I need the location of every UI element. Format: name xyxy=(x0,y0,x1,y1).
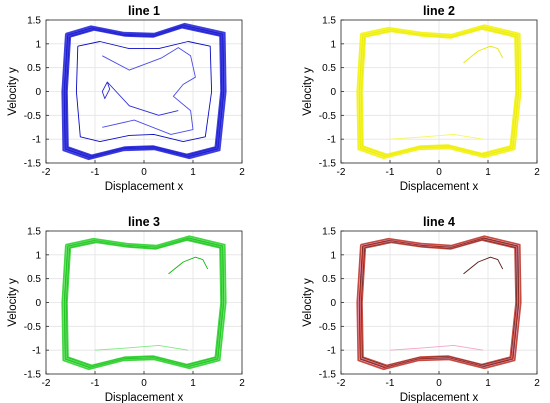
y-tick-label: 0 xyxy=(330,87,336,98)
subplot-4: -2 -1 0 1 2 1.5 1 0.5 0 -0.5 -1 -1.5 line 4 Displacem… xyxy=(302,215,540,403)
x-tick-label: -1 xyxy=(91,167,100,178)
y-tick-label: 0 xyxy=(35,87,41,98)
x-tick-label: 2 xyxy=(239,378,245,389)
x-tick-label: 1 xyxy=(190,167,196,178)
plot-area xyxy=(356,235,522,371)
plot-area xyxy=(356,24,522,160)
y-tick-label: 1 xyxy=(35,39,41,50)
y-tick-label: -0.5 xyxy=(319,111,337,122)
y-tick-label: 1 xyxy=(330,250,336,261)
x-tick-label: -2 xyxy=(337,167,346,178)
y-tick-label: 0 xyxy=(330,298,336,309)
subplot-title: line 4 xyxy=(423,215,455,229)
x-axis-label: Displacement x xyxy=(400,392,479,403)
series-line-3 xyxy=(102,47,196,135)
y-tick-label: 1.5 xyxy=(322,16,336,27)
series-line-2 xyxy=(463,256,504,275)
x-tick-label: 2 xyxy=(534,378,540,389)
y-tick-label: 1.5 xyxy=(27,227,41,238)
y-tick-label: -0.5 xyxy=(319,322,337,333)
y-tick-label: 1 xyxy=(330,39,336,50)
y-tick-label: -1 xyxy=(327,135,336,146)
y-tick-label: 1.5 xyxy=(27,16,41,27)
y-tick-label: 0.5 xyxy=(27,63,41,74)
x-tick-label: 1 xyxy=(485,378,491,389)
x-tick-label: 0 xyxy=(141,167,147,178)
y-tick-label: 0.5 xyxy=(322,274,336,285)
x-axis-label: Displacement x xyxy=(400,181,479,193)
x-tick-label: 1 xyxy=(485,167,491,178)
series-line-3 xyxy=(94,344,189,351)
x-tick-label: -1 xyxy=(386,167,395,178)
plot-area xyxy=(61,22,227,161)
y-tick-label: 0.5 xyxy=(322,63,336,74)
y-tick-label: -1 xyxy=(32,135,41,146)
x-tick-label: -2 xyxy=(337,378,346,389)
x-axis-label: Displacement x xyxy=(105,181,184,193)
x-tick-label: 1 xyxy=(190,378,196,389)
x-tick-label: -1 xyxy=(91,378,100,389)
subplot-title: line 1 xyxy=(128,4,160,18)
y-tick-label: 1 xyxy=(35,250,41,261)
x-tick-label: -2 xyxy=(42,167,51,178)
subplot-3: -2 -1 0 1 2 1.5 1 0.5 0 -0.5 -1 -1.5 line 3 Displacem… xyxy=(7,215,245,403)
subplot-title: line 3 xyxy=(128,215,160,229)
y-tick-label: -1 xyxy=(32,346,41,357)
series-line-1-1 xyxy=(66,26,222,157)
series-line-1-7 xyxy=(356,24,522,160)
y-tick-label: -0.5 xyxy=(24,111,42,122)
x-tick-label: 0 xyxy=(436,378,442,389)
series-line-2 xyxy=(75,41,213,143)
x-tick-label: -1 xyxy=(386,378,395,389)
y-tick-label: -1.5 xyxy=(319,159,337,170)
x-axis-label: Displacement x xyxy=(105,392,184,403)
x-tick-label: 2 xyxy=(239,167,245,178)
x-tick-label: -2 xyxy=(42,378,51,389)
y-tick-label: -0.5 xyxy=(24,322,42,333)
y-tick-label: 0.5 xyxy=(27,274,41,285)
x-tick-label: 0 xyxy=(141,378,147,389)
series-line-1-1 xyxy=(66,239,222,367)
y-axis-label: Velocity y xyxy=(302,278,314,327)
series-line-3 xyxy=(389,133,484,140)
y-tick-label: -1.5 xyxy=(24,370,42,381)
y-tick-label: 0 xyxy=(35,298,41,309)
series-line-1-1 xyxy=(361,239,517,367)
x-tick-label: 0 xyxy=(436,167,442,178)
series-line-1-7 xyxy=(61,22,227,161)
y-axis-label: Velocity y xyxy=(302,67,314,116)
y-axis-label: Velocity y xyxy=(7,67,19,116)
series-line-2 xyxy=(463,45,504,64)
series-line-4 xyxy=(101,81,179,116)
series-line-3 xyxy=(389,344,484,351)
y-tick-label: -1.5 xyxy=(24,159,42,170)
x-tick-label: 2 xyxy=(534,167,540,178)
y-tick-label: 1.5 xyxy=(322,227,336,238)
subplot-title: line 2 xyxy=(423,4,455,18)
subplot-1: -2 -1 0 1 2 1.5 1 0.5 0 -0.5 -1 -1.5 line 1 Displacem… xyxy=(7,4,245,193)
plot-area xyxy=(61,235,227,371)
series-line-2 xyxy=(168,256,209,275)
series-line-1-7 xyxy=(61,235,227,371)
y-tick-label: -1.5 xyxy=(319,370,337,381)
series-line-1-1 xyxy=(361,28,517,156)
subplot-2: -2 -1 0 1 2 1.5 1 0.5 0 -0.5 -1 -1.5 line 2 Displacem… xyxy=(302,4,540,193)
y-tick-label: -1 xyxy=(327,346,336,357)
series-line-1-7 xyxy=(356,235,522,371)
y-axis-label: Velocity y xyxy=(7,278,19,327)
